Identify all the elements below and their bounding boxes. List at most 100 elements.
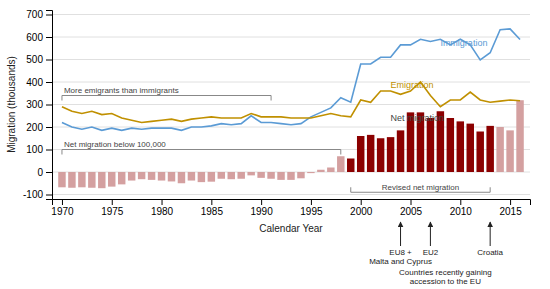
bar [267, 172, 274, 179]
bar [277, 172, 284, 180]
x-tick-label: 1980 [151, 206, 174, 217]
x-tick-mark [311, 199, 312, 205]
x-tick-mark [162, 199, 163, 205]
line-label: Emigration [391, 80, 434, 90]
bar [506, 130, 513, 172]
x-tick: 2000 [350, 199, 373, 217]
x-tick-label: 1995 [300, 206, 323, 217]
bar [158, 172, 165, 181]
x-tick-label: 2005 [400, 206, 423, 217]
bar [377, 138, 384, 172]
x-tick-mark [361, 199, 362, 205]
x-tick: 2015 [499, 199, 522, 217]
y-tick: -100 [23, 189, 52, 200]
y-tick-mark [46, 105, 52, 106]
y-tick: 0 [37, 167, 52, 178]
x-tick-mark [261, 199, 262, 205]
line-label: Immigration [440, 38, 487, 48]
y-tick-mark [46, 127, 52, 128]
y-tick-label: 600 [26, 32, 43, 43]
bar [118, 172, 125, 184]
y-tick-label: 300 [26, 99, 43, 110]
x-axis: 1970197519801985199019952000200520102015 [51, 199, 530, 217]
x-tick: 2005 [400, 199, 423, 217]
bar [327, 168, 334, 173]
x-tick-label: 2000 [350, 206, 373, 217]
chart: 1970197519801985199019952000200520102015… [0, 0, 550, 289]
bar [128, 172, 135, 181]
x-axis-line [53, 200, 531, 206]
bar [58, 172, 65, 187]
y-tick: 100 [26, 144, 52, 155]
bar [188, 172, 195, 181]
y-tick-mark [46, 60, 52, 61]
x-tick-mark [211, 199, 212, 205]
group-label-line: accession to the EU [410, 277, 481, 286]
bar [367, 135, 374, 172]
bracket-label: Net migration below 100,000 [64, 140, 166, 149]
grid-line [52, 59, 530, 60]
grid-line [52, 14, 530, 15]
grid-line [52, 82, 530, 83]
x-tick: 1980 [151, 199, 174, 217]
plot-marks [58, 29, 524, 188]
bracket [62, 96, 271, 101]
bar [347, 159, 354, 173]
bar [148, 172, 155, 180]
y-tick-label: -100 [23, 189, 43, 200]
bar [486, 126, 493, 172]
arrow-label-line: EU8 + [389, 248, 412, 257]
x-tick-label: 1985 [201, 206, 224, 217]
bar [357, 136, 364, 172]
y-tick-label: 700 [26, 9, 43, 20]
grid-line [52, 104, 530, 105]
grid [52, 15, 530, 195]
y-tick-label: 100 [26, 144, 43, 155]
x-tick: 1970 [51, 199, 74, 217]
y-tick-mark [46, 150, 52, 151]
arrow-label: EU2 [423, 248, 439, 257]
bar [307, 172, 314, 173]
y-tick: 700 [26, 9, 52, 20]
x-tick: 2010 [450, 199, 473, 217]
grid-line [52, 194, 530, 195]
bar [257, 172, 264, 178]
bar [467, 124, 474, 172]
bar [218, 172, 225, 179]
bracket [62, 150, 341, 155]
line-label: Net migration [391, 113, 445, 123]
bar [88, 172, 95, 188]
y-tick-mark [46, 82, 52, 83]
arrow-label-line: Malta and Cyprus [369, 257, 432, 266]
bar [108, 172, 115, 187]
bar [337, 156, 344, 172]
bar [387, 137, 394, 172]
bar-series [58, 100, 524, 188]
x-tick-mark [510, 199, 511, 205]
y-tick-mark [46, 195, 52, 196]
bar [457, 121, 464, 172]
bar [78, 172, 85, 187]
group-label: Countries recently gainingaccession to t… [399, 268, 492, 286]
y-tick: 300 [26, 99, 52, 110]
y-tick: 200 [26, 122, 52, 133]
y-tick-label: 200 [26, 122, 43, 133]
y-axis: -100 0 100 200 300 400 500 600 700 [23, 9, 53, 200]
y-axis-line [46, 11, 53, 200]
line [62, 82, 520, 123]
y-tick-label: 400 [26, 77, 43, 88]
bracket-label-line: Net migration below 100,000 [64, 140, 166, 149]
x-tick-label: 1970 [51, 206, 74, 217]
bar [317, 170, 324, 172]
x-tick: 1985 [201, 199, 224, 217]
bar [297, 172, 304, 178]
y-axis-title: Migration (thousands) [6, 56, 17, 153]
y-tick-mark [46, 15, 52, 16]
arrow-label: Croatia [477, 248, 503, 257]
bar [476, 132, 483, 173]
y-tick-label: 500 [26, 54, 43, 65]
y-tick-mark [46, 172, 52, 173]
arrow [490, 222, 491, 246]
x-tick: 1995 [300, 199, 323, 217]
line [62, 29, 520, 130]
